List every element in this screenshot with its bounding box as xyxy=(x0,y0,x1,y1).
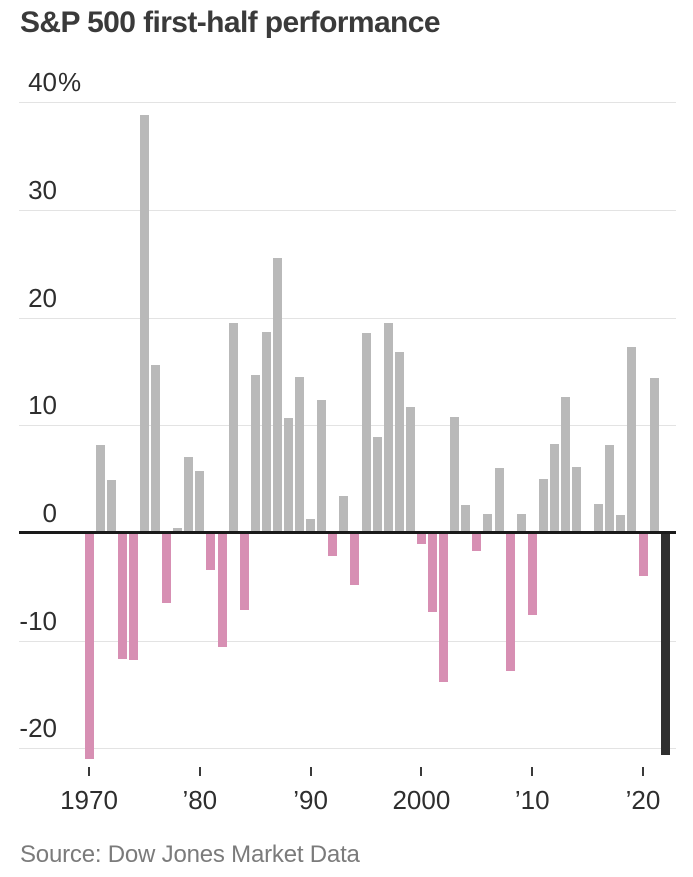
bar-1974 xyxy=(128,533,138,661)
bar-2003 xyxy=(450,416,460,533)
bar-1982 xyxy=(217,533,227,648)
bar-2000 xyxy=(416,533,426,544)
bar-2007 xyxy=(494,468,504,533)
bar-1998 xyxy=(394,352,404,533)
bar-1970 xyxy=(84,533,94,760)
bar-2010 xyxy=(527,533,537,615)
bar-2020 xyxy=(638,533,648,577)
bar-1993 xyxy=(339,496,349,533)
x-axis-tick-2000 xyxy=(420,767,423,776)
bar-2009 xyxy=(516,513,526,533)
bar-1994 xyxy=(350,533,360,585)
bar-2011 xyxy=(538,479,548,533)
gridline--20 xyxy=(19,748,676,749)
gridline-20 xyxy=(19,318,676,319)
bar-2019 xyxy=(627,346,637,533)
bar-1976 xyxy=(151,365,160,533)
bar-2014 xyxy=(572,467,581,533)
bar-1984 xyxy=(239,533,249,610)
bar-1996 xyxy=(372,437,382,533)
bar-1972 xyxy=(106,480,116,533)
zero-axis-line xyxy=(19,531,676,534)
bar-1990 xyxy=(306,519,316,533)
x-axis-tick-1980 xyxy=(198,767,201,776)
bar-1991 xyxy=(317,399,327,533)
x-axis-tick-2010 xyxy=(531,767,534,776)
y-axis-label-10: 10 xyxy=(28,390,57,420)
bar-2013 xyxy=(560,397,570,533)
bar-1995 xyxy=(361,332,371,533)
bar-2002 xyxy=(439,533,449,682)
bar-1979 xyxy=(184,456,194,533)
x-axis-label-2000: 2000 xyxy=(392,785,451,815)
y-axis-label-30: 30 xyxy=(28,175,57,205)
bar-1988 xyxy=(283,417,293,533)
bar-1985 xyxy=(250,374,260,533)
source-note: Source: Dow Jones Market Data xyxy=(20,841,360,868)
gridline-10 xyxy=(19,425,676,426)
bar-1981 xyxy=(206,533,216,570)
bar-1989 xyxy=(295,376,304,533)
bar-2017 xyxy=(605,444,615,533)
bar-2006 xyxy=(483,513,493,533)
bar-1992 xyxy=(328,533,338,556)
bar-2005 xyxy=(472,533,482,552)
y-axis-unit: % xyxy=(58,67,82,97)
x-axis-label-2020: ’20 xyxy=(625,785,661,815)
y-axis-label-20: 20 xyxy=(28,283,57,313)
x-axis-label-1990: ’90 xyxy=(293,785,328,815)
gridline-30 xyxy=(19,210,676,211)
bar-2001 xyxy=(428,533,437,612)
bar-2008 xyxy=(505,533,515,671)
bar-1999 xyxy=(405,407,415,533)
bar-1983 xyxy=(228,323,238,533)
bar-2012 xyxy=(549,443,559,533)
x-axis-label-2010: ’10 xyxy=(514,785,550,815)
bar-2021 xyxy=(649,377,659,533)
y-axis-label-0: 0 xyxy=(42,498,57,528)
y-axis-label--10: -10 xyxy=(19,606,57,636)
bar-1975 xyxy=(139,115,149,533)
gridline--10 xyxy=(19,641,676,642)
bar-2022 xyxy=(660,533,670,755)
bar-1997 xyxy=(383,323,393,533)
chart-title: S&P 500 first-half performance xyxy=(20,6,441,39)
y-axis-label--20: -20 xyxy=(19,713,57,743)
bar-2018 xyxy=(616,514,626,533)
bar-2004 xyxy=(461,505,471,533)
bar-2016 xyxy=(594,503,604,533)
y-axis-label-40: 40% xyxy=(28,67,82,97)
x-axis-label-1980: ’80 xyxy=(182,785,218,815)
bar-1977 xyxy=(162,533,172,603)
x-axis-tick-2020 xyxy=(642,767,644,776)
bar-1978 xyxy=(173,527,183,533)
bar-1987 xyxy=(272,258,282,533)
bar-1980 xyxy=(195,470,205,533)
bar-1986 xyxy=(261,331,271,533)
x-axis-label-1970: 1970 xyxy=(60,785,118,815)
gridline-40 xyxy=(19,102,676,103)
x-axis-tick-1970 xyxy=(88,767,90,776)
bar-1971 xyxy=(95,444,105,533)
x-axis-tick-1990 xyxy=(309,767,312,776)
bar-1973 xyxy=(117,533,127,659)
